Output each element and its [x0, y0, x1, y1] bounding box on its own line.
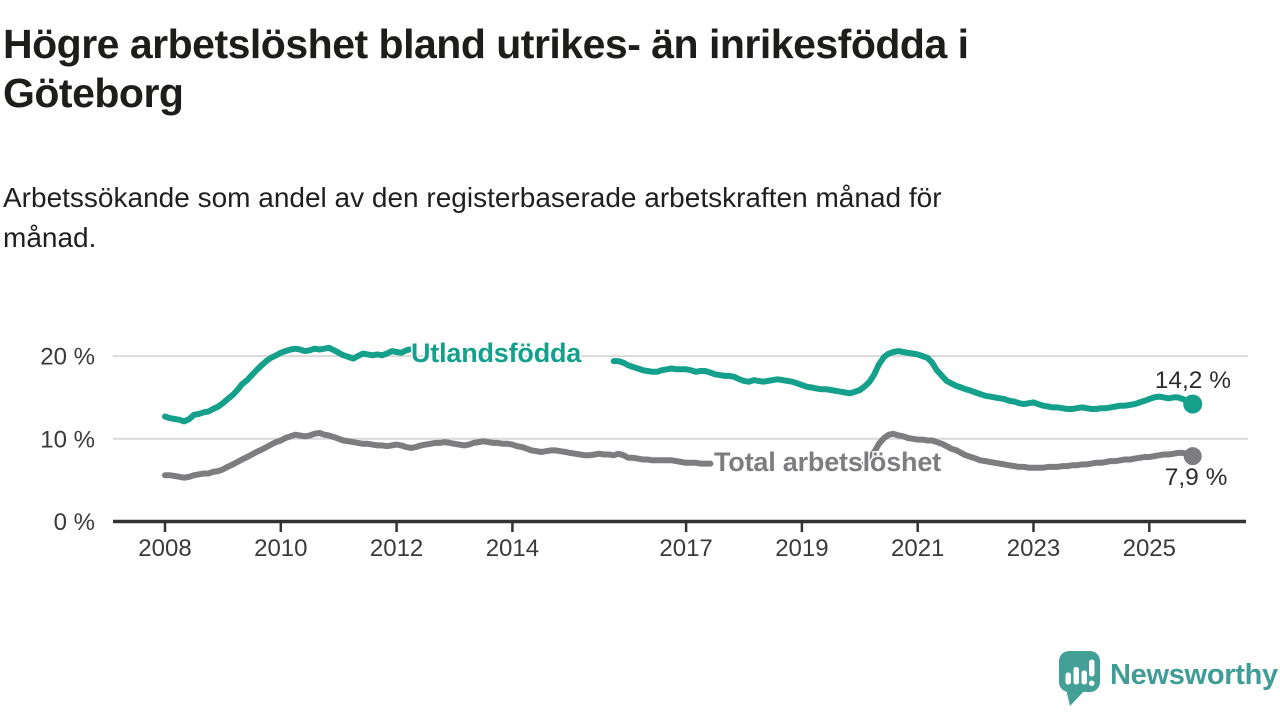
series-label-utlandsf-dda: Utlandsfödda — [411, 338, 582, 368]
y-tick-label-0: 0 % — [54, 509, 95, 536]
page-title-line1: Högre arbetslöshet bland utrikes- än inr… — [3, 21, 969, 67]
chart-subtitle-line1: Arbetssökande som andel av den registerb… — [3, 182, 942, 213]
series-end-dot-utlandsf-dda — [1183, 394, 1203, 414]
series-end-value-utlandsf-dda: 14,2 % — [1155, 367, 1231, 394]
series-line-total-arbetsl-shet — [162, 430, 714, 481]
x-tick-label-2014: 2014 — [486, 535, 539, 562]
page-title-line2: Göteborg — [3, 70, 184, 116]
logo-bar-1 — [1065, 672, 1071, 685]
page-title: Högre arbetslöshet bland utrikes- än inr… — [3, 20, 1253, 118]
chart-subtitle: Arbetssökande som andel av den registerb… — [3, 178, 1253, 258]
x-tick-label-2019: 2019 — [775, 535, 828, 562]
series-label-total-arbetsl-shet: Total arbetslöshet — [714, 447, 941, 477]
x-tick-label-2012: 2012 — [370, 535, 423, 562]
newsworthy-logo: Newsworthy — [1059, 651, 1278, 706]
logo-bar-2 — [1073, 667, 1079, 685]
series-end-value-total-arbetsl-shet: 7,9 % — [1165, 464, 1228, 491]
logo-bar-3 — [1081, 670, 1087, 685]
logo-exclamation-dot — [1089, 680, 1095, 686]
series-line-utlandsf-dda — [162, 344, 413, 425]
newsworthy-logo-icon — [1059, 651, 1100, 706]
x-tick-label-2021: 2021 — [891, 535, 944, 562]
x-tick-label-2023: 2023 — [1007, 535, 1060, 562]
x-tick-label-2017: 2017 — [659, 535, 712, 562]
logo-exclamation-bar — [1089, 659, 1095, 677]
y-tick-label-10: 10 % — [40, 426, 95, 453]
x-tick-label-2008: 2008 — [138, 535, 191, 562]
series-line-utlandsf-dda-seg1 — [610, 348, 1196, 412]
y-tick-label-20: 20 % — [40, 344, 95, 371]
series-line-total-arbetsl-shet-seg1 — [861, 430, 1196, 471]
newsworthy-logo-text: Newsworthy — [1110, 659, 1278, 691]
x-tick-label-2025: 2025 — [1123, 535, 1176, 562]
series-end-dot-total-arbetsl-shet — [1183, 447, 1202, 466]
chart-subtitle-line2: månad. — [3, 222, 97, 253]
x-tick-label-2010: 2010 — [254, 535, 307, 562]
